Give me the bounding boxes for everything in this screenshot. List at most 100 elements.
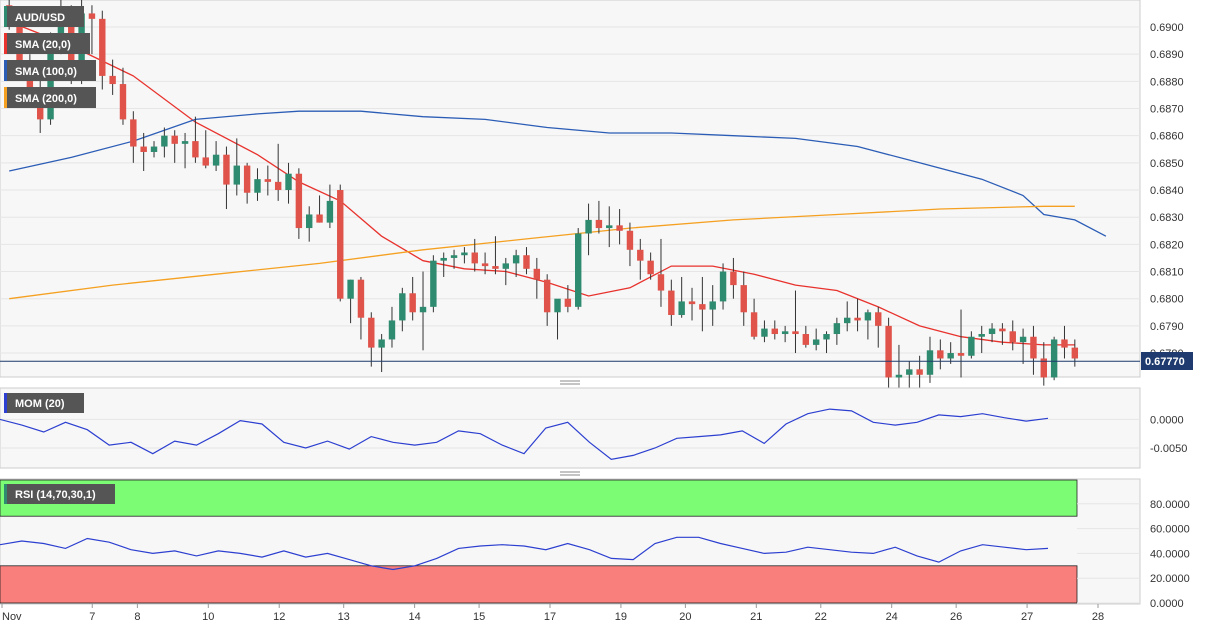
bullish-candle — [554, 298, 561, 313]
bearish-candle — [409, 293, 416, 313]
bearish-candle — [295, 173, 303, 229]
x-axis: Nov 7 8 10 12 13 14 15 17 19 20 21 22 24 26 27 28 — [0, 603, 1140, 623]
bearish-candle — [171, 135, 178, 144]
legend-bg-sma20 — [4, 33, 90, 54]
bearish-candle — [274, 181, 282, 191]
bearish-candle — [543, 279, 551, 313]
price-tick-label: 0.6790 — [1150, 321, 1184, 333]
bullish-candle — [161, 135, 168, 147]
x-tick-label: 10 — [202, 611, 214, 623]
bearish-candle — [875, 312, 882, 326]
x-tick-label: Nov — [2, 611, 22, 623]
momentum-line — [0, 408, 1049, 461]
bullish-candle — [326, 200, 334, 223]
bullish-candle — [906, 369, 913, 375]
price-tick-label: 0.6840 — [1150, 185, 1184, 197]
bearish-candle — [481, 263, 489, 267]
bearish-candle — [1030, 336, 1037, 359]
bullish-candle — [430, 260, 437, 307]
price-tick-label: 0.6870 — [1150, 104, 1184, 116]
bullish-candle — [285, 173, 292, 191]
legend-swatch-pair — [4, 6, 7, 27]
bullish-candle — [864, 312, 872, 321]
legend-bg-sma200 — [4, 87, 96, 108]
last-price-label: 0.67770 — [1145, 356, 1185, 368]
bearish-candle — [999, 328, 1006, 332]
bearish-candle — [533, 268, 541, 280]
momentum-y-axis: 0.0000 -0.0050 — [1150, 414, 1187, 455]
bullish-candle — [181, 141, 189, 144]
price-tick-label: 0.6800 — [1150, 294, 1184, 306]
price-legend: AUD/USD SMA (20,0) SMA (100,0) SMA (200,… — [4, 6, 96, 108]
bearish-candle — [616, 225, 623, 231]
bearish-candle — [916, 369, 923, 375]
bullish-candle — [1050, 339, 1058, 378]
panel-resize-handle-1[interactable] — [560, 380, 580, 385]
legend-rsi: RSI (14,70,30,1) — [15, 489, 96, 501]
momentum-series — [0, 408, 1049, 461]
bullish-candle — [719, 271, 727, 302]
x-tick-label: 15 — [473, 611, 485, 623]
bullish-candle — [419, 306, 427, 313]
bullish-candle — [502, 263, 509, 269]
bearish-candle — [771, 328, 778, 335]
bullish-candle — [388, 320, 396, 340]
x-tick-label: 12 — [273, 611, 285, 623]
bearish-candle — [1009, 331, 1016, 343]
bearish-candle — [140, 146, 147, 152]
bullish-candle — [512, 255, 520, 264]
bullish-candle — [833, 323, 841, 335]
bearish-candle — [119, 84, 127, 120]
panel-resize-handle-2[interactable] — [560, 471, 580, 476]
x-tick-label: 22 — [815, 611, 827, 623]
bullish-candle — [678, 301, 685, 316]
bearish-candle — [637, 249, 644, 261]
bearish-candle — [564, 298, 572, 307]
x-tick-label: 28 — [1092, 611, 1104, 623]
price-tick-label: 0.6810 — [1150, 267, 1184, 279]
momentum-tick-label: -0.0050 — [1150, 443, 1187, 455]
price-panel: 0.6900 0.6890 0.6880 0.6870 0.6860 0.6850 0.68… — [0, 0, 1193, 394]
bearish-candle — [523, 255, 530, 269]
bullish-candle — [575, 233, 582, 307]
bearish-candle — [368, 317, 375, 348]
bearish-candle — [1040, 358, 1047, 378]
rsi-panel: 80.0000 60.0000 40.0000 20.0000 0.0000 RSI (… — [0, 478, 1190, 610]
bearish-candle — [802, 334, 810, 345]
bullish-candle — [823, 334, 830, 340]
bearish-candle — [699, 304, 706, 310]
bearish-candle — [626, 230, 634, 250]
legend-bg-pair — [4, 6, 84, 27]
bearish-candle — [1061, 339, 1068, 348]
rsi-tick-label: 40.0000 — [1150, 548, 1190, 560]
legend-swatch-rsi — [4, 484, 7, 504]
rsi-tick-label: 80.0000 — [1150, 499, 1190, 511]
legend-sma20: SMA (20,0) — [15, 39, 71, 51]
bullish-candle — [709, 301, 716, 310]
bullish-candle — [947, 353, 954, 359]
legend-bg-sma100 — [4, 60, 96, 81]
bearish-candle — [202, 157, 209, 166]
last-price-tag: 0.67770 — [1141, 352, 1193, 370]
bullish-candle — [844, 317, 851, 324]
rsi-y-axis: 80.0000 60.0000 40.0000 20.0000 0.0000 — [1150, 499, 1190, 610]
bearish-candle — [647, 260, 654, 275]
bullish-candle — [781, 331, 789, 335]
bearish-candle — [937, 350, 944, 359]
momentum-panel: 0.0000 -0.0050 MOM (20) — [0, 387, 1187, 469]
rsi-tick-label: 60.0000 — [1150, 524, 1190, 536]
legend-swatch-mom — [4, 393, 7, 413]
momentum-panel-background — [0, 387, 1141, 469]
bullish-candle — [254, 179, 261, 193]
momentum-tick-label: 0.0000 — [1150, 414, 1184, 426]
legend-mom: MOM (20) — [15, 398, 65, 410]
x-tick-label: 21 — [750, 611, 762, 623]
x-tick-label: 7 — [89, 611, 95, 623]
bullish-candle — [606, 225, 613, 229]
legend-sma100: SMA (100,0) — [15, 66, 77, 78]
x-tick-label: 17 — [544, 611, 556, 623]
x-tick-label: 26 — [950, 611, 962, 623]
bearish-candle — [243, 165, 251, 193]
legend-bg-mom — [4, 393, 84, 413]
bullish-candle — [57, 16, 65, 41]
